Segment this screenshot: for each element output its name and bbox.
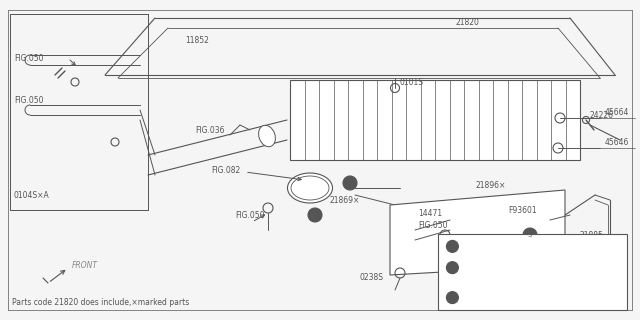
Text: 0101S: 0101S: [400, 77, 424, 86]
Bar: [438, 234, 627, 310]
Text: 21885: 21885: [580, 230, 604, 239]
Circle shape: [308, 208, 322, 222]
Text: 2: 2: [450, 265, 454, 271]
Text: 11852: 11852: [185, 36, 209, 44]
Ellipse shape: [287, 173, 333, 203]
Text: 0104S×B: 0104S×B: [470, 293, 506, 302]
Text: FIG.050: FIG.050: [14, 95, 44, 105]
Text: 0104S×A: 0104S×A: [14, 190, 50, 199]
Text: FIG.082: FIG.082: [211, 165, 240, 174]
Circle shape: [523, 228, 537, 242]
Text: F98402: F98402: [470, 242, 499, 251]
Text: 45646: 45646: [605, 138, 629, 147]
Text: F9841  (’05MY0409-): F9841 (’05MY0409-): [470, 269, 544, 275]
Text: 21896×: 21896×: [475, 180, 506, 189]
Text: 1: 1: [450, 244, 454, 249]
Text: FIG.036: FIG.036: [195, 125, 225, 134]
Text: FIG.050: FIG.050: [548, 274, 577, 283]
Polygon shape: [290, 80, 580, 160]
Text: 3: 3: [450, 295, 454, 300]
Text: 21869×: 21869×: [330, 196, 360, 204]
Text: 3: 3: [528, 232, 532, 238]
Text: F98402(-’05MY0408): F98402(-’05MY0408): [470, 260, 544, 267]
Circle shape: [343, 176, 357, 190]
Text: 0238S: 0238S: [360, 274, 384, 283]
Text: Parts code 21820 does include,×marked parts: Parts code 21820 does include,×marked pa…: [12, 298, 189, 307]
Text: FRONT: FRONT: [72, 260, 98, 269]
Text: FIG.050: FIG.050: [235, 211, 264, 220]
Ellipse shape: [259, 125, 275, 147]
Circle shape: [447, 292, 458, 304]
Circle shape: [447, 240, 458, 252]
Text: 24226: 24226: [590, 110, 614, 119]
Circle shape: [447, 262, 458, 274]
Polygon shape: [390, 190, 565, 275]
Text: 14471: 14471: [418, 209, 442, 218]
Text: 45664: 45664: [605, 108, 629, 116]
Text: A072001057: A072001057: [579, 298, 628, 307]
Text: FIG.050: FIG.050: [548, 255, 577, 265]
Text: 1×: 1×: [345, 180, 355, 186]
Text: 2: 2: [313, 212, 317, 218]
Text: FIG.050: FIG.050: [418, 220, 447, 229]
Text: F93601: F93601: [508, 205, 536, 214]
Text: 21820: 21820: [455, 18, 479, 27]
Text: FIG.050: FIG.050: [14, 53, 44, 62]
